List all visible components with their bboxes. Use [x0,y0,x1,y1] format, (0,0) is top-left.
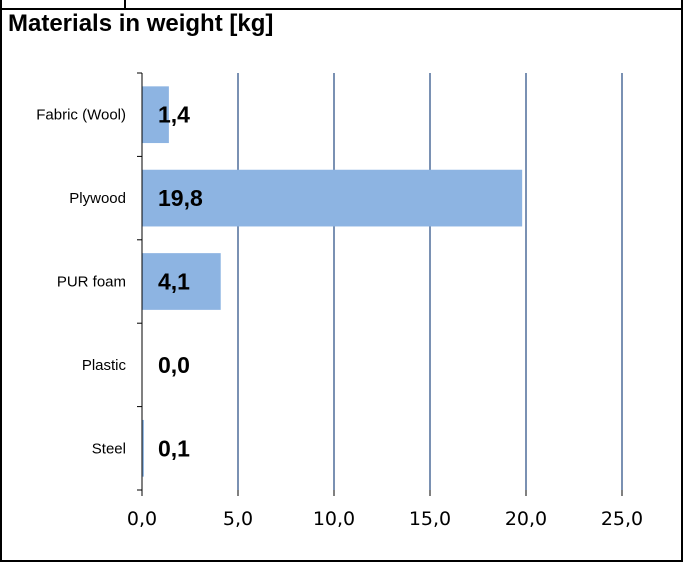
category-label: Fabric (Wool) [36,107,126,124]
value-label: 1,4 [158,102,190,128]
x-tick-label: 15,0 [409,508,451,530]
x-tick-label: 20,0 [505,508,547,530]
category-label: Plastic [82,357,127,374]
value-label: 0,0 [158,352,190,378]
axes [137,72,623,496]
value-label: 0,1 [158,435,190,461]
gridlines [237,73,623,490]
category-label: PUR foam [57,274,126,291]
top-rule [0,8,683,10]
category-label: Plywood [69,190,126,207]
x-tick-label: 25,0 [601,508,643,530]
bar [142,169,523,227]
value-label: 4,1 [158,269,190,295]
x-tick-label: 10,0 [313,508,355,530]
bar [142,419,144,477]
x-tick-label: 0,0 [127,508,157,530]
top-divider [124,0,126,9]
bar [142,253,221,310]
bar [142,86,169,144]
category-label: Steel [92,440,126,457]
value-label: 19,8 [158,185,203,211]
bars [142,86,523,477]
labels: 0,0 5,0 10,0 15,0 20,0 25,0 Fabric (Wool) 1,4 Pl… [36,102,643,530]
chart-title: Materials in weight [kg] [8,10,274,37]
x-tick-label: 5,0 [223,508,253,530]
